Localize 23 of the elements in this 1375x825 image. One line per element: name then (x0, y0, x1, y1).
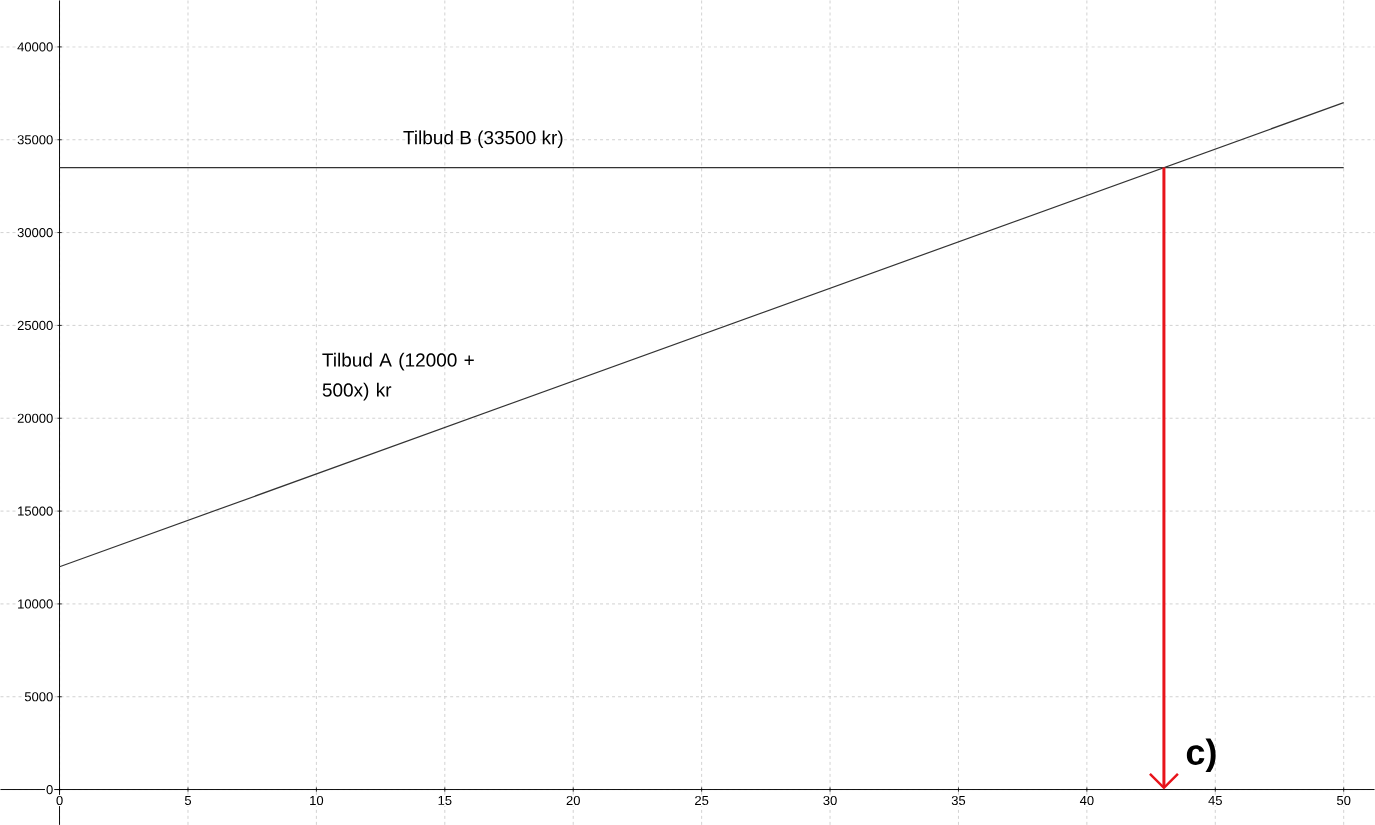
x-tick-label: 20 (566, 795, 580, 805)
x-tick-label: 10 (310, 795, 324, 805)
x-tick-label: 5 (184, 795, 192, 805)
y-tick-label: 35000 (17, 134, 53, 145)
y-tick-label: 20000 (17, 413, 53, 423)
y-tick-label: 0 (46, 784, 53, 795)
x-tick-label: 45 (1208, 795, 1222, 805)
y-tick-label: 30000 (17, 227, 53, 237)
y-tick-label: 40000 (17, 42, 53, 52)
annotation: c) (1186, 738, 1216, 772)
y-tick-label: 15000 (18, 506, 53, 516)
x-tick-label: 15 (438, 795, 452, 805)
x-tick-label: 50 (1336, 795, 1351, 805)
y-tick-label: 10000 (18, 599, 53, 609)
y-tick-label: 5000 (24, 691, 53, 702)
y-tick-label: 25000 (17, 320, 53, 330)
x-tick-label: 30 (823, 795, 837, 805)
x-tick-label: 40 (1079, 795, 1094, 805)
series-label: Tilbud A (12000 + 500x) kr (322, 352, 474, 401)
series-label: Tilbud B (33500 kr) (403, 130, 563, 148)
x-tick-label: 25 (695, 795, 709, 805)
x-tick-label: 0 (56, 795, 63, 805)
x-tick-label: 35 (951, 795, 966, 805)
